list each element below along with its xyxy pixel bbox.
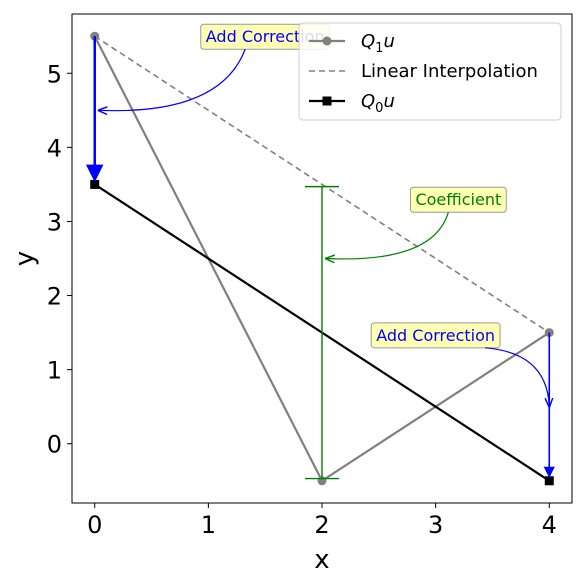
annotation-label: Coefficient bbox=[415, 190, 501, 209]
annotation: Add Correction bbox=[99, 23, 331, 110]
annotation-box bbox=[409, 186, 507, 213]
y-tick-label: 5 bbox=[47, 60, 62, 88]
x-tick-label: 0 bbox=[87, 511, 102, 539]
annotation-arrow bbox=[326, 212, 449, 259]
y-tick-label: 3 bbox=[47, 208, 62, 236]
annotation-label: Add Correction bbox=[376, 326, 495, 345]
annotation-arrow bbox=[485, 347, 549, 407]
x-tick-label: 3 bbox=[428, 511, 443, 539]
y-tick-label: 4 bbox=[47, 134, 62, 162]
legend-label: Q1u bbox=[361, 31, 395, 56]
legend-marker bbox=[322, 36, 332, 46]
legend-marker bbox=[322, 96, 332, 106]
y-tick-label: 2 bbox=[47, 283, 62, 311]
y-tick-label: 1 bbox=[47, 357, 62, 385]
y-tick-label: 0 bbox=[47, 431, 62, 459]
series-line bbox=[94, 35, 550, 334]
annotation-box bbox=[370, 322, 501, 349]
x-axis-label: x bbox=[314, 545, 329, 575]
x-tick-label: 1 bbox=[201, 511, 216, 539]
annotation: Add Correction bbox=[370, 322, 549, 407]
annotation-label: Add Correction bbox=[206, 27, 325, 46]
legend-box bbox=[298, 22, 562, 121]
annotation: Coefficient bbox=[326, 186, 507, 259]
annotation-arrow bbox=[99, 49, 246, 110]
y-axis-label: y bbox=[10, 251, 40, 266]
x-tick-label: 2 bbox=[314, 511, 329, 539]
x-tick-label: 4 bbox=[542, 511, 557, 539]
legend-label: Q0u bbox=[361, 91, 395, 116]
legend-label: Linear Interpolation bbox=[361, 61, 538, 82]
data-point bbox=[544, 476, 554, 486]
data-point bbox=[90, 179, 100, 189]
